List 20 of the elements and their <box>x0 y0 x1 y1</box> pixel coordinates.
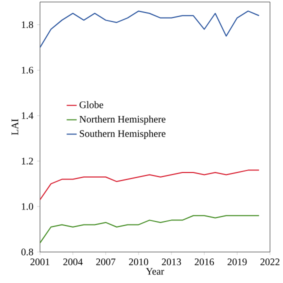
x-tick-label: 2007 <box>96 258 116 266</box>
y-tick-label: 1.0 <box>22 203 34 210</box>
x-tick-label: 2013 <box>162 258 182 266</box>
line-series <box>40 10 260 48</box>
x-tick-label: 2001 <box>30 258 50 266</box>
y-tick-label: 1.2 <box>22 158 33 164</box>
x-tick-label: 2019 <box>228 258 247 266</box>
x-axis-title: Year <box>146 268 164 275</box>
legend-label: Globe <box>80 101 104 108</box>
x-tick-label: 2004 <box>63 258 83 266</box>
y-axis-title: LAI <box>12 119 18 136</box>
legend-label: Northern Hemisphere <box>79 116 166 125</box>
y-tick-label: 1.6 <box>22 66 34 74</box>
x-tick-label: 2016 <box>194 258 214 266</box>
x-tick-label: 2010 <box>129 258 148 266</box>
y-tick-label: 1.8 <box>22 21 34 28</box>
y-tick-label: 0.8 <box>21 248 34 256</box>
x-tick-label: 2022 <box>260 258 280 266</box>
y-tick-label: 1.4 <box>22 112 34 119</box>
legend-label: Southern Hemisphere <box>80 130 166 140</box>
